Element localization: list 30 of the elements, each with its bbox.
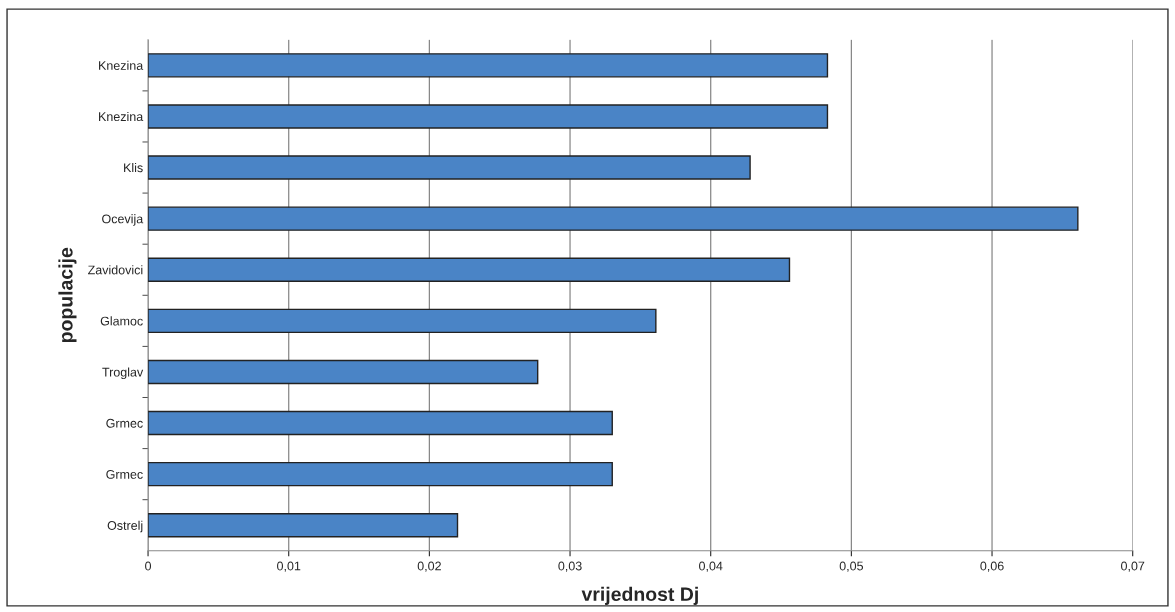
y-tick-label: Zavidovici <box>88 265 143 275</box>
y-tick-label: Glamoc <box>100 316 143 326</box>
y-tick-label: Grmec <box>106 469 143 479</box>
x-tick-label: 0,07 <box>1121 561 1145 572</box>
x-tick-label: 0,05 <box>839 561 864 572</box>
x-tick-label: 0 <box>145 561 152 571</box>
x-tick-label: 0,01 <box>277 561 301 572</box>
y-tick-label: Klis <box>124 163 143 173</box>
y-tick-label: Knezina <box>99 60 144 70</box>
y-tick-label: Ocevija <box>102 214 144 226</box>
y-tick-label: Knezina <box>99 111 144 122</box>
x-tick-label: 0,04 <box>699 561 723 572</box>
y-tick-label: Troglav <box>102 367 144 380</box>
x-axis-title: vrijednost Dj <box>581 586 698 605</box>
x-tick-label: 0,03 <box>558 561 582 572</box>
bar <box>148 513 459 538</box>
y-tick-label: Grmec <box>106 418 143 428</box>
bar <box>148 410 613 436</box>
y-axis-title: populacije <box>58 247 77 343</box>
bar <box>148 104 829 129</box>
bar <box>148 53 829 78</box>
bar <box>148 461 613 487</box>
bar <box>148 359 539 385</box>
bar <box>148 155 751 180</box>
bar <box>148 206 1079 231</box>
y-tick-label: Ostrelj <box>107 520 143 533</box>
x-tick-label: 0,02 <box>417 561 441 572</box>
bar <box>148 308 657 334</box>
x-tick-label: 0,06 <box>980 561 1004 572</box>
bar <box>148 257 791 282</box>
